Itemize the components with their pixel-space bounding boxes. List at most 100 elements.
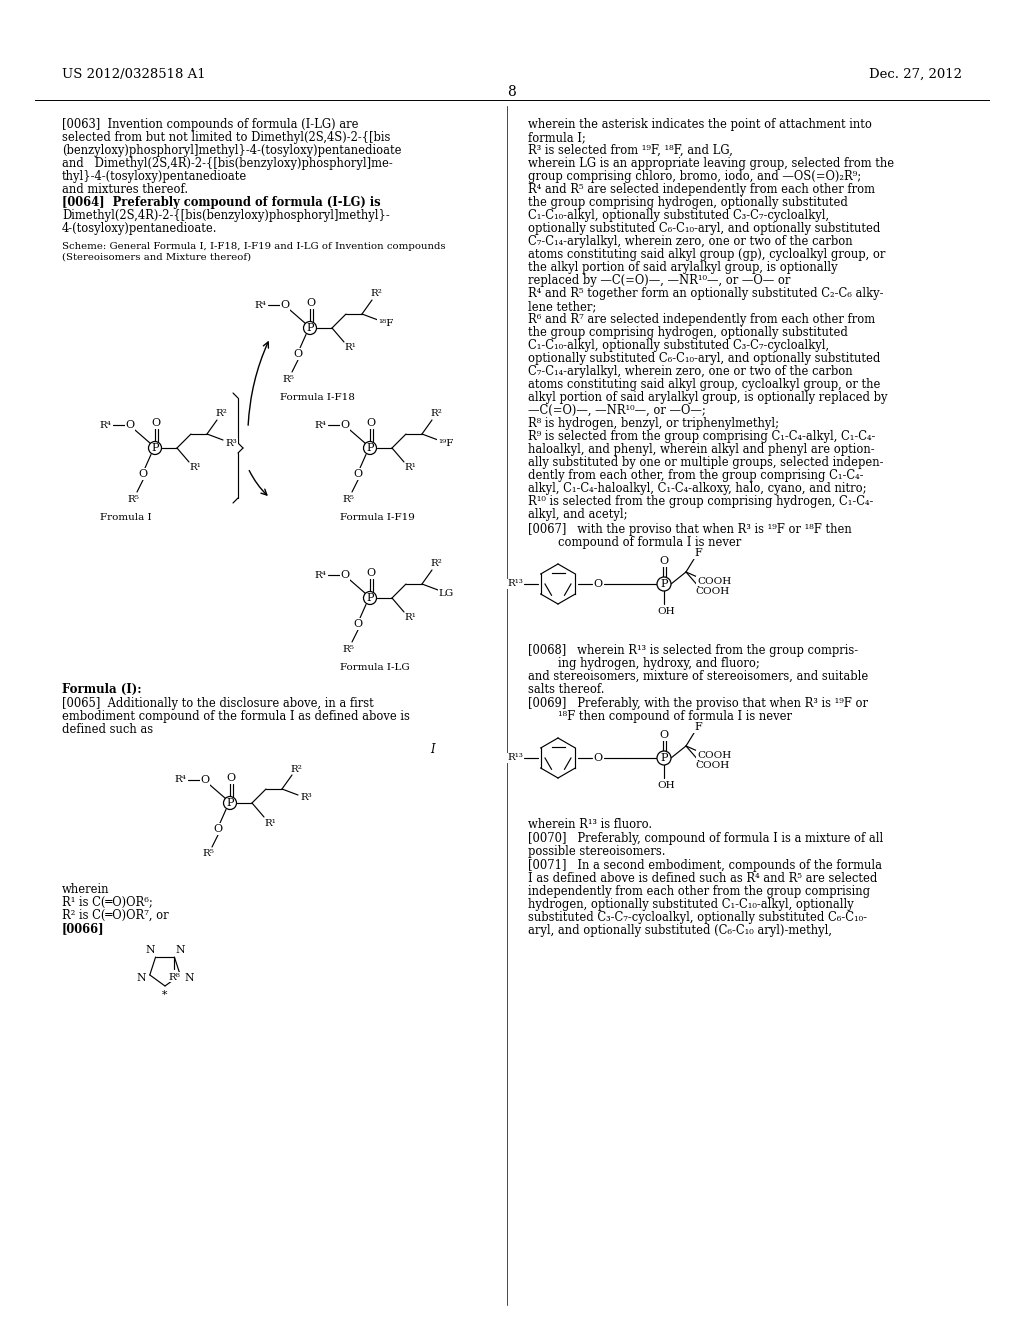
- Text: wherein R¹³ is fluoro.: wherein R¹³ is fluoro.: [528, 818, 652, 832]
- Text: O: O: [367, 568, 376, 578]
- Circle shape: [303, 322, 316, 334]
- Text: R¹ is C(═O)OR⁶;: R¹ is C(═O)OR⁶;: [62, 896, 153, 909]
- Text: [0063]  Invention compounds of formula (I-LG) are: [0063] Invention compounds of formula (I…: [62, 117, 358, 131]
- Text: *: *: [163, 990, 168, 1001]
- Text: O: O: [125, 420, 134, 430]
- Text: replaced by —C(=O)—, —NR¹⁰—, or —O— or: replaced by —C(=O)—, —NR¹⁰—, or —O— or: [528, 275, 791, 286]
- Text: P: P: [306, 323, 313, 333]
- Text: R²: R²: [430, 560, 442, 569]
- Text: [0067]   with the proviso that when R³ is ¹⁹F or ¹⁸F then: [0067] with the proviso that when R³ is …: [528, 523, 852, 536]
- Text: P: P: [367, 593, 374, 603]
- Text: R⁹ is selected from the group comprising C₁-C₄-alkyl, C₁-C₄-: R⁹ is selected from the group comprising…: [528, 430, 876, 444]
- Text: the alkyl portion of said arylalkyl group, is optionally: the alkyl portion of said arylalkyl grou…: [528, 261, 838, 275]
- Text: Formula I-LG: Formula I-LG: [340, 663, 410, 672]
- Text: R¹: R¹: [344, 343, 356, 352]
- Text: N: N: [184, 973, 194, 982]
- Text: R⁵: R⁵: [342, 644, 354, 653]
- Circle shape: [657, 751, 671, 766]
- Text: Dimethyl(2S,4R)-2-{[bis(benzyloxy)phosphoryl]methyl}-: Dimethyl(2S,4R)-2-{[bis(benzyloxy)phosph…: [62, 209, 390, 222]
- Text: [0064]  Preferably compound of formula (I-LG) is: [0064] Preferably compound of formula (I…: [62, 195, 381, 209]
- Text: salts thereof.: salts thereof.: [528, 682, 604, 696]
- Text: dently from each other, from the group comprising C₁-C₄-: dently from each other, from the group c…: [528, 469, 863, 482]
- Text: O: O: [201, 775, 210, 785]
- Text: C₇-C₁₄-arylalkyl, wherein zero, one or two of the carbon: C₇-C₁₄-arylalkyl, wherein zero, one or t…: [528, 235, 853, 248]
- Text: alkyl portion of said arylalkyl group, is optionally replaced by: alkyl portion of said arylalkyl group, i…: [528, 391, 888, 404]
- Text: P: P: [226, 799, 233, 808]
- Text: P: P: [660, 752, 668, 763]
- Text: O: O: [594, 579, 602, 589]
- Text: wherein: wherein: [62, 883, 110, 896]
- Text: optionally substituted C₆-C₁₀-aryl, and optionally substituted: optionally substituted C₆-C₁₀-aryl, and …: [528, 352, 881, 366]
- Text: LG: LG: [438, 589, 454, 598]
- Text: R⁴ and R⁵ together form an optionally substituted C₂-C₆ alky-: R⁴ and R⁵ together form an optionally su…: [528, 286, 884, 300]
- Text: R¹⁰ is selected from the group comprising hydrogen, C₁-C₄-: R¹⁰ is selected from the group comprisin…: [528, 495, 873, 508]
- Text: P: P: [152, 444, 159, 453]
- Text: independently from each other from the group comprising: independently from each other from the g…: [528, 884, 870, 898]
- Text: Formula (I):: Formula (I):: [62, 682, 141, 696]
- Text: Formula I-F19: Formula I-F19: [340, 513, 415, 521]
- Text: COOH: COOH: [695, 587, 729, 597]
- Text: R¹³: R¹³: [507, 754, 523, 763]
- Text: O: O: [294, 348, 302, 359]
- Text: (benzyloxy)phosphoryl]methyl}-4-(tosyloxy)pentanedioate: (benzyloxy)phosphoryl]methyl}-4-(tosylox…: [62, 144, 401, 157]
- Text: (Stereoisomers and Mixture thereof): (Stereoisomers and Mixture thereof): [62, 253, 251, 261]
- Text: 4-(tosyloxy)pentanedioate.: 4-(tosyloxy)pentanedioate.: [62, 222, 217, 235]
- Text: possible stereoisomers.: possible stereoisomers.: [528, 845, 666, 858]
- Text: R²: R²: [215, 409, 227, 418]
- Text: embodiment compound of the formula I as defined above is: embodiment compound of the formula I as …: [62, 710, 410, 723]
- Text: [0068]   wherein R¹³ is selected from the group compris-: [0068] wherein R¹³ is selected from the …: [528, 644, 858, 657]
- Text: R³ is selected from ¹⁹F, ¹⁸F, and LG,: R³ is selected from ¹⁹F, ¹⁸F, and LG,: [528, 144, 733, 157]
- Text: O: O: [659, 556, 669, 566]
- Text: O: O: [659, 730, 669, 741]
- Text: O: O: [213, 824, 222, 834]
- Text: O: O: [306, 298, 315, 308]
- Text: [0065]  Additionally to the disclosure above, in a first: [0065] Additionally to the disclosure ab…: [62, 697, 374, 710]
- Text: R¹: R¹: [404, 614, 416, 623]
- Text: US 2012/0328518 A1: US 2012/0328518 A1: [62, 69, 206, 81]
- Text: C₁-C₁₀-alkyl, optionally substituted C₃-C₇-cycloalkyl,: C₁-C₁₀-alkyl, optionally substituted C₃-…: [528, 339, 829, 352]
- Text: P: P: [367, 444, 374, 453]
- Circle shape: [364, 591, 377, 605]
- Text: Fromula I: Fromula I: [100, 513, 152, 521]
- Text: R²: R²: [430, 409, 442, 418]
- Text: Formula I-F18: Formula I-F18: [280, 393, 355, 403]
- Text: R⁵: R⁵: [342, 495, 354, 503]
- Circle shape: [223, 796, 237, 809]
- Text: R¹: R¹: [189, 463, 201, 473]
- Text: substituted C₃-C₇-cycloalkyl, optionally substituted C₆-C₁₀-: substituted C₃-C₇-cycloalkyl, optionally…: [528, 911, 867, 924]
- Text: Dec. 27, 2012: Dec. 27, 2012: [869, 69, 962, 81]
- Text: O: O: [340, 420, 349, 430]
- Text: I: I: [430, 743, 434, 756]
- Text: C₁-C₁₀-alkyl, optionally substituted C₃-C₇-cycloalkyl,: C₁-C₁₀-alkyl, optionally substituted C₃-…: [528, 209, 829, 222]
- Text: C₇-C₁₄-arylalkyl, wherein zero, one or two of the carbon: C₇-C₁₄-arylalkyl, wherein zero, one or t…: [528, 366, 853, 378]
- Text: ally substituted by one or multiple groups, selected indepen-: ally substituted by one or multiple grou…: [528, 455, 884, 469]
- Text: [0070]   Preferably, compound of formula I is a mixture of all: [0070] Preferably, compound of formula I…: [528, 832, 884, 845]
- Text: OH: OH: [657, 606, 675, 615]
- Text: I as defined above is defined such as R⁴ and R⁵ are selected: I as defined above is defined such as R⁴…: [528, 873, 878, 884]
- Text: 8: 8: [508, 84, 516, 99]
- Text: R²: R²: [290, 764, 302, 774]
- Text: defined such as: defined such as: [62, 723, 154, 737]
- Text: lene tether;: lene tether;: [528, 300, 596, 313]
- Text: and   Dimethyl(2S,4R)-2-{[bis(benzyloxy)phosphoryl]me-: and Dimethyl(2S,4R)-2-{[bis(benzyloxy)ph…: [62, 157, 393, 170]
- Text: selected from but not limited to Dimethyl(2S,4S)-2-{[bis: selected from but not limited to Dimethy…: [62, 131, 390, 144]
- Text: R³: R³: [300, 793, 312, 803]
- Text: and mixtures thereof.: and mixtures thereof.: [62, 183, 188, 195]
- Text: atoms constituting said alkyl group (gp), cycloalkyl group, or: atoms constituting said alkyl group (gp)…: [528, 248, 886, 261]
- Text: [0069]   Preferably, with the proviso that when R³ is ¹⁹F or: [0069] Preferably, with the proviso that…: [528, 697, 868, 710]
- Text: O: O: [340, 570, 349, 579]
- Text: alkyl, and acetyl;: alkyl, and acetyl;: [528, 508, 628, 521]
- Text: R⁸ is hydrogen, benzyl, or triphenylmethyl;: R⁸ is hydrogen, benzyl, or triphenylmeth…: [528, 417, 779, 430]
- Text: COOH: COOH: [697, 577, 731, 586]
- Text: ing hydrogen, hydroxy, and fluoro;: ing hydrogen, hydroxy, and fluoro;: [558, 657, 760, 671]
- Text: R⁴: R⁴: [174, 776, 186, 784]
- Text: F: F: [694, 722, 701, 733]
- Text: R¹: R¹: [264, 818, 275, 828]
- Text: R⁴: R⁴: [314, 421, 326, 429]
- Text: R²: R²: [370, 289, 382, 298]
- Text: R⁴: R⁴: [254, 301, 266, 309]
- Text: formula I;: formula I;: [528, 131, 586, 144]
- Circle shape: [657, 577, 671, 591]
- Text: R⁴: R⁴: [314, 570, 326, 579]
- Text: R⁶ and R⁷ are selected independently from each other from: R⁶ and R⁷ are selected independently fro…: [528, 313, 876, 326]
